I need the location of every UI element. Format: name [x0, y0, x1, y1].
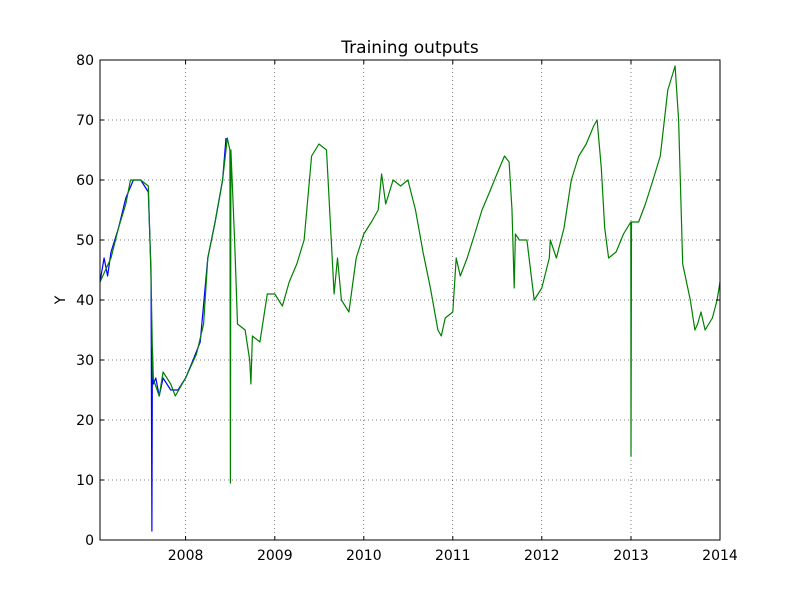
x-tick-label: 2012 [524, 548, 560, 564]
y-tick-label: 70 [76, 113, 94, 129]
y-tick-label: 40 [76, 293, 94, 309]
y-tick-label: 20 [76, 413, 94, 429]
series-lines [99, 65, 721, 532]
axis-ticks: 0 10 20 30 40 50 60 70 80 2008 2009 2010 2011 2012 201… [76, 53, 738, 564]
y-tick-label: 0 [85, 533, 94, 549]
y-tick-label: 10 [76, 473, 94, 489]
y-axis-label: Y [53, 295, 69, 305]
x-tick-label: 2014 [702, 548, 738, 564]
series-line-1 [99, 65, 721, 484]
y-tick-label: 60 [76, 173, 94, 189]
y-tick-label: 50 [76, 233, 94, 249]
x-tick-label: 2010 [346, 548, 382, 564]
y-tick-label: 30 [76, 353, 94, 369]
x-tick-label: 2008 [168, 548, 204, 564]
y-tick-label: 80 [76, 53, 94, 69]
x-tick-label: 2013 [613, 548, 649, 564]
chart-title: Training outputs [340, 38, 479, 58]
x-tick-label: 2009 [257, 548, 293, 564]
grid-lines [100, 60, 720, 540]
x-tick-label: 2011 [435, 548, 471, 564]
